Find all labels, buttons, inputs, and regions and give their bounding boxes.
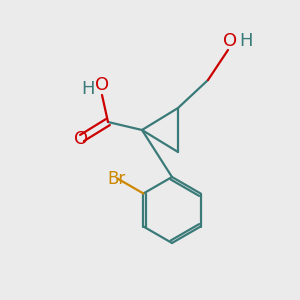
Text: O: O: [223, 32, 237, 50]
Text: O: O: [74, 130, 88, 148]
Text: Br: Br: [107, 169, 126, 188]
Text: H: H: [81, 80, 95, 98]
Text: O: O: [95, 76, 109, 94]
Text: H: H: [239, 32, 253, 50]
